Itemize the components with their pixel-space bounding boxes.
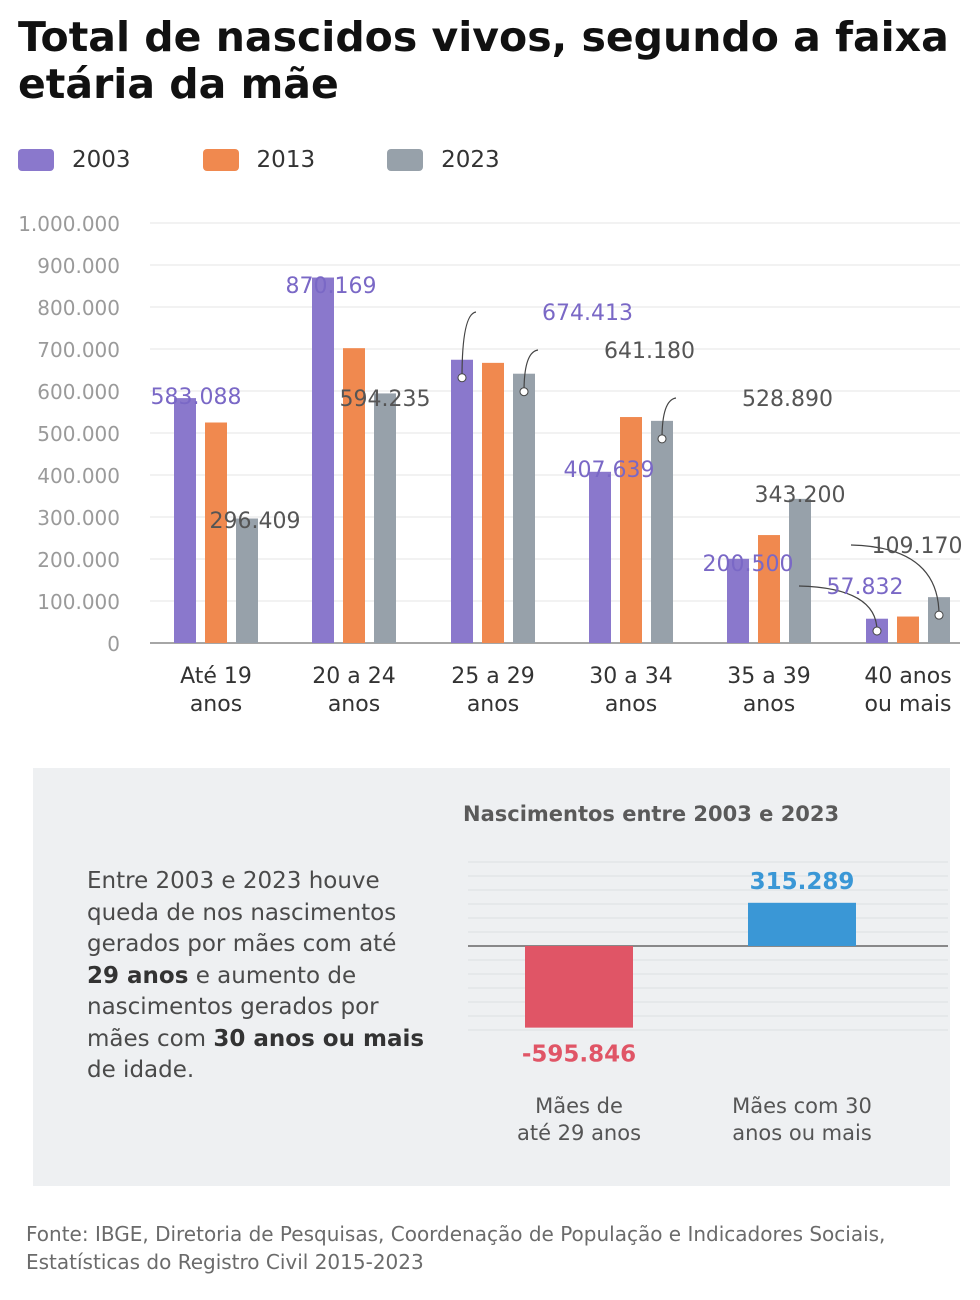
legend-swatch-2003	[18, 149, 54, 171]
y-tick-label: 200.000	[37, 548, 120, 572]
y-tick-label: 0	[107, 632, 120, 656]
y-tick-label: 700.000	[37, 338, 120, 362]
data-label: 200.500	[703, 552, 794, 577]
category-label: Mães com 30	[732, 1094, 872, 1118]
bar-2013	[620, 417, 642, 643]
data-label: 594.235	[340, 387, 431, 412]
y-tick-label: 800.000	[37, 296, 120, 320]
difference-bar-chart: -595.846 Mães de até 29 anos 315.289 Mães co…	[468, 861, 948, 1145]
label-marker	[657, 434, 667, 444]
label-leader-line	[850, 544, 940, 616]
bar-2003	[589, 471, 611, 643]
summary-panel: Entre 2003 e 2023 houve queda de nos nas…	[33, 768, 950, 1186]
x-tick-label: 30 a 34	[589, 664, 672, 689]
bar-2023	[789, 498, 811, 643]
x-tick-label: 20 a 24	[312, 664, 395, 689]
bar-2023	[374, 393, 396, 643]
label-marker	[934, 610, 944, 620]
x-tick-label: anos	[467, 692, 519, 717]
x-tick-label: anos	[190, 692, 242, 717]
label-marker	[872, 626, 882, 636]
data-label: 343.200	[755, 483, 846, 508]
summary-text: Entre 2003 e 2023 houve queda de nos nas…	[87, 868, 425, 1083]
difference-chart-title: Nascimentos entre 2003 e 2023	[463, 802, 840, 826]
label-leader-line	[661, 397, 677, 439]
x-tick-label: anos	[328, 692, 380, 717]
summary-emphasis: 30 anos ou mais	[213, 1025, 425, 1052]
bar-2013	[205, 422, 227, 643]
y-tick-label: 600.000	[37, 380, 120, 404]
x-tick-label: Até 19	[180, 664, 252, 689]
label-marker	[519, 387, 529, 397]
x-tick-label: anos	[743, 692, 795, 717]
legend-swatch-2013	[202, 149, 239, 171]
difference-value-label: 315.289	[750, 869, 855, 895]
data-label: 674.413	[542, 301, 633, 326]
legend-label-2013: 2013	[256, 147, 316, 173]
difference-bar	[525, 946, 633, 1028]
bar-2003	[451, 359, 473, 643]
x-tick-label: ou mais	[865, 692, 952, 717]
legend-label-2023: 2023	[441, 147, 500, 173]
label-leader-line	[798, 585, 878, 632]
bar-2023	[513, 373, 535, 643]
y-tick-label: 300.000	[37, 506, 120, 530]
data-label: 583.088	[151, 385, 242, 410]
y-tick-label: 900.000	[37, 254, 120, 278]
data-label: 641.180	[604, 339, 695, 364]
y-tick-label: 500.000	[37, 422, 120, 446]
bar-2003	[174, 398, 196, 643]
chart-title: Total de nascidos vivos, segundo a faixa…	[18, 13, 949, 108]
bar-2013	[897, 616, 919, 643]
bar-2023	[236, 518, 258, 643]
data-label: 57.832	[827, 575, 904, 600]
legend-label-2003: 2003	[72, 147, 131, 173]
y-tick-label: 100.000	[37, 590, 120, 614]
label-leader-line	[523, 349, 539, 392]
x-tick-label: 40 anos	[864, 664, 951, 689]
summary-emphasis: 29 anos	[87, 962, 189, 989]
data-label: 528.890	[742, 387, 833, 412]
source-note: Fonte: IBGE, Diretoria de Pesquisas, Coo…	[26, 1222, 886, 1274]
bar-2013	[482, 362, 504, 643]
data-label: 296.409	[210, 509, 301, 534]
category-label: até 29 anos	[517, 1121, 641, 1145]
y-tick-label: 400.000	[37, 464, 120, 488]
bar-2003	[727, 558, 749, 643]
category-label: anos ou mais	[732, 1121, 872, 1145]
category-label: Mães de	[535, 1094, 623, 1118]
legend-swatch-2023	[387, 149, 424, 171]
x-tick-label: anos	[605, 692, 657, 717]
data-label: 870.169	[286, 274, 377, 299]
main-bar-chart: 0 100.000 200.000 300.000 400.000 500.000 600.…	[18, 212, 963, 717]
bar-2013	[758, 535, 780, 643]
legend-item-2013: 2013	[202, 142, 316, 178]
bar-2013	[343, 348, 365, 643]
difference-value-label: -595.846	[522, 1042, 636, 1068]
y-tick-label: 1.000.000	[18, 212, 120, 236]
x-tick-label: 35 a 39	[727, 664, 810, 689]
x-tick-label: 25 a 29	[451, 664, 534, 689]
legend: 2003 2013 2023	[18, 142, 572, 178]
label-leader-line	[461, 311, 477, 378]
data-label: 109.170	[872, 534, 963, 559]
data-label: 407.639	[564, 458, 655, 483]
difference-bar	[748, 902, 856, 946]
bar-2003	[312, 277, 334, 643]
legend-item-2003: 2003	[18, 142, 131, 178]
legend-item-2023: 2023	[387, 142, 500, 178]
bar-2023	[928, 597, 950, 643]
bar-2023	[651, 420, 673, 643]
label-marker	[457, 373, 467, 383]
